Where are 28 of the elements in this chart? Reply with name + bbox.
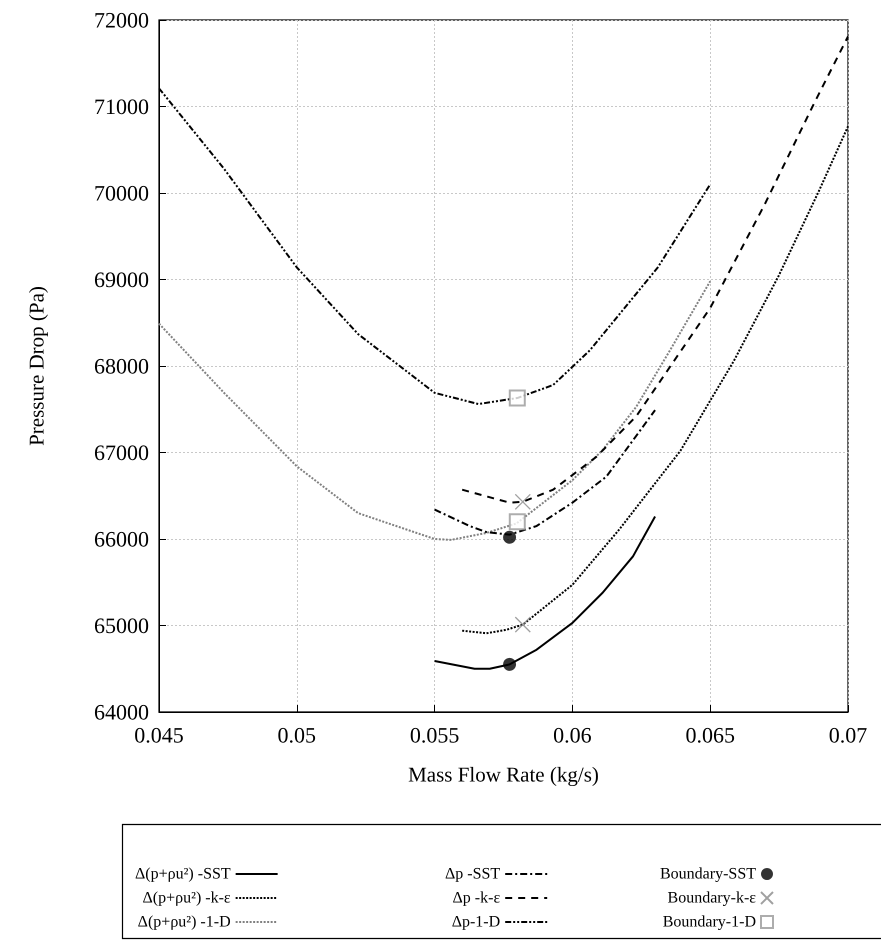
x-tick-label: 0.045 [134,722,184,748]
x-tick-label: 0.055 [410,722,460,748]
x-axis-title: Mass Flow Rate (kg/s) [408,762,599,786]
legend-label: Boundary-1-D [662,914,756,930]
y-axis-title: Pressure Drop (Pa) [24,286,48,446]
legend-label: Δp -SST [445,866,500,882]
y-tick-label: 71000 [94,94,149,119]
line-series [434,516,656,670]
x-tick-label: 0.06 [553,722,592,748]
x-tick-label: 0.05 [278,722,316,748]
y-tick-label: 64000 [94,700,149,724]
y-tick-label: 65000 [94,613,149,638]
y-tick-label: 66000 [94,526,149,552]
y-tick-label: 69000 [94,267,149,292]
line-series [158,280,712,541]
legend-label: Boundary-SST [660,866,756,882]
legend-label: Δ(p+ρu²) -1-D [138,914,231,930]
y-tick-label: 70000 [94,180,149,206]
legend-label: Δp -k-ε [452,890,500,906]
x-tick-label: 0.07 [828,722,868,748]
legend-label: Boundary-k-ε [668,890,756,906]
y-tick-label: 72000 [94,8,149,32]
legend-label: Δ(p+ρu²) -k-ε [142,890,231,906]
legend-label: Δ(p+ρu²) -SST [134,866,231,882]
y-tick-label: 67000 [94,440,149,465]
y-tick-label: 68000 [94,354,149,378]
x-tick-label: 0.065 [685,722,735,748]
legend-label: Δp-1-D [452,914,500,930]
